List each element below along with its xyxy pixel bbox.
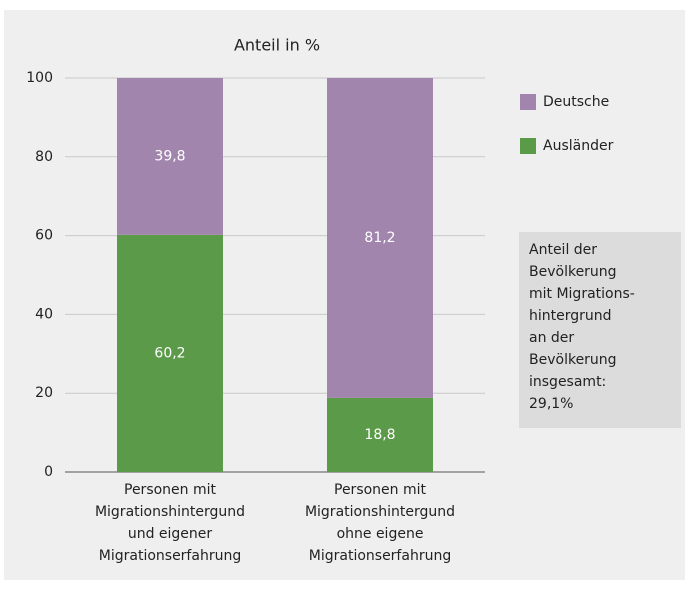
annotation: 29,1% [529,396,573,412]
annotation: Bevölkerung [529,264,617,280]
x-tick-label: und eigener [128,526,213,542]
value-label: 60,2 [154,345,185,361]
x-tick-label: ohne eigene [337,526,424,542]
x-tick-label: Personen mit [124,482,217,498]
legend-swatch [520,94,536,110]
value-label: 81,2 [364,230,395,246]
legend-label: Deutsche [543,94,609,110]
x-tick-label: Migrationshintergund [95,504,245,520]
annotation: Anteil der [529,242,597,258]
x-tick-label: Migrationserfahrung [99,548,241,564]
annotation: Bevölkerung [529,352,617,368]
value-label: 18,8 [364,427,395,443]
bar-segment [327,397,433,472]
y-tick-label: 0 [44,464,53,480]
x-tick-label: Personen mit [334,482,427,498]
annotation-box [519,232,681,428]
value-label: 39,8 [154,148,185,164]
annotation: hintergrund [529,308,612,324]
x-tick-label: Migrationshintergund [305,504,455,520]
legend-label: Ausländer [543,138,614,154]
legend-swatch [520,138,536,154]
chart-title: Anteil in % [234,36,320,55]
annotation: insgesamt: [529,374,606,390]
annotation: an der [529,330,574,346]
y-tick-label: 100 [26,70,53,86]
y-tick-label: 20 [35,385,53,401]
y-tick-label: 60 [35,228,53,244]
y-tick-label: 40 [35,306,53,322]
bar-segment [117,78,223,235]
bar-segment [117,234,223,472]
x-tick-label: Migrationserfahrung [309,548,451,564]
y-tick-label: 80 [35,149,53,165]
bar-segment [327,78,433,398]
annotation: mit Migrations- [529,286,635,302]
